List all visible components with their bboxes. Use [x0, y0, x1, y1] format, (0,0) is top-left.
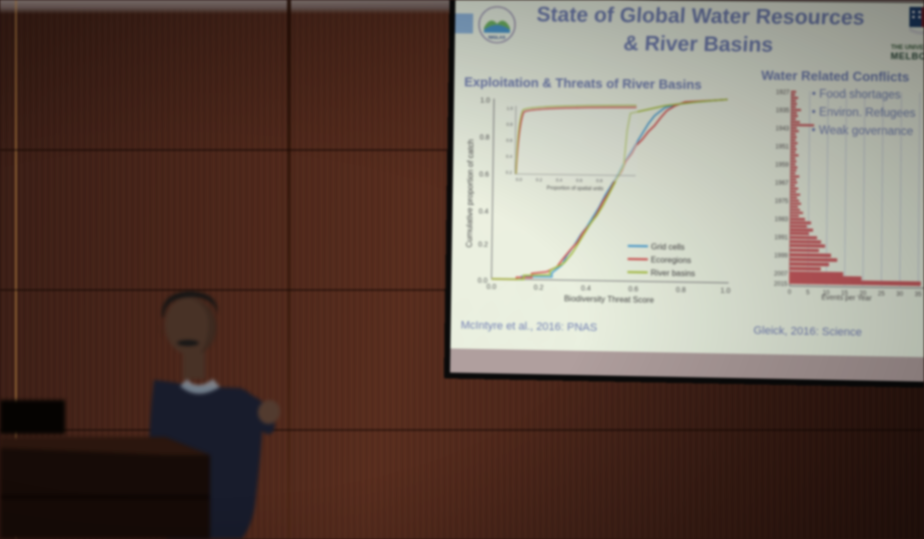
svg-text:1935: 1935 — [776, 108, 790, 114]
svg-text:1.0: 1.0 — [720, 288, 730, 295]
svg-text:1975: 1975 — [775, 199, 789, 205]
svg-text:0: 0 — [788, 290, 792, 296]
svg-text:35: 35 — [915, 292, 923, 298]
svg-text:1951: 1951 — [775, 144, 789, 150]
svg-text:0.0: 0.0 — [516, 177, 523, 182]
svg-text:0.8: 0.8 — [480, 134, 490, 141]
svg-text:0.6: 0.6 — [576, 178, 583, 183]
svg-text:1967: 1967 — [775, 181, 789, 187]
svg-text:0.2: 0.2 — [536, 177, 543, 182]
svg-text:1999: 1999 — [774, 253, 788, 259]
svg-text:River basins: River basins — [651, 268, 696, 278]
svg-text:0.4: 0.4 — [581, 285, 591, 292]
svg-text:Grid cells: Grid cells — [651, 242, 685, 252]
svg-text:0.4: 0.4 — [479, 208, 489, 215]
svg-text:0.4: 0.4 — [556, 178, 563, 183]
svg-text:Proportion of spatial units: Proportion of spatial units — [547, 185, 604, 192]
svg-text:0.2: 0.2 — [506, 170, 513, 175]
svg-text:0.8: 0.8 — [506, 122, 513, 127]
svg-text:2015: 2015 — [774, 282, 788, 288]
svg-text:Cumulative proportion of catch: Cumulative proportion of catch — [465, 139, 476, 247]
svg-text:0.6: 0.6 — [479, 171, 489, 178]
svg-text:Ecoregions: Ecoregions — [651, 255, 692, 265]
svg-text:25: 25 — [878, 291, 886, 297]
svg-text:1.0: 1.0 — [480, 97, 490, 104]
svg-text:0.4: 0.4 — [506, 154, 513, 159]
svg-text:0.8: 0.8 — [676, 287, 686, 294]
svg-text:2007: 2007 — [774, 271, 788, 277]
svg-text:0.0: 0.0 — [486, 284, 496, 291]
svg-text:5: 5 — [806, 290, 810, 296]
svg-text:1943: 1943 — [776, 126, 790, 132]
svg-text:1991: 1991 — [774, 235, 788, 241]
svg-text:0.2: 0.2 — [478, 242, 488, 249]
svg-text:1959: 1959 — [775, 162, 789, 168]
svg-text:1927: 1927 — [776, 90, 790, 96]
svg-text:10: 10 — [823, 290, 831, 296]
svg-text:0.6: 0.6 — [506, 138, 513, 143]
svg-text:0.6: 0.6 — [628, 286, 638, 293]
svg-text:0.8: 0.8 — [596, 178, 603, 183]
svg-text:1983: 1983 — [775, 217, 789, 223]
svg-text:NIGLAS: NIGLAS — [488, 35, 505, 40]
svg-text:20: 20 — [859, 291, 867, 297]
svg-text:15: 15 — [841, 291, 849, 297]
svg-text:Biodiversity Threat Score: Biodiversity Threat Score — [564, 294, 655, 305]
svg-text:30: 30 — [896, 292, 904, 298]
svg-text:0.2: 0.2 — [534, 285, 544, 292]
svg-text:1.0: 1.0 — [507, 106, 514, 111]
